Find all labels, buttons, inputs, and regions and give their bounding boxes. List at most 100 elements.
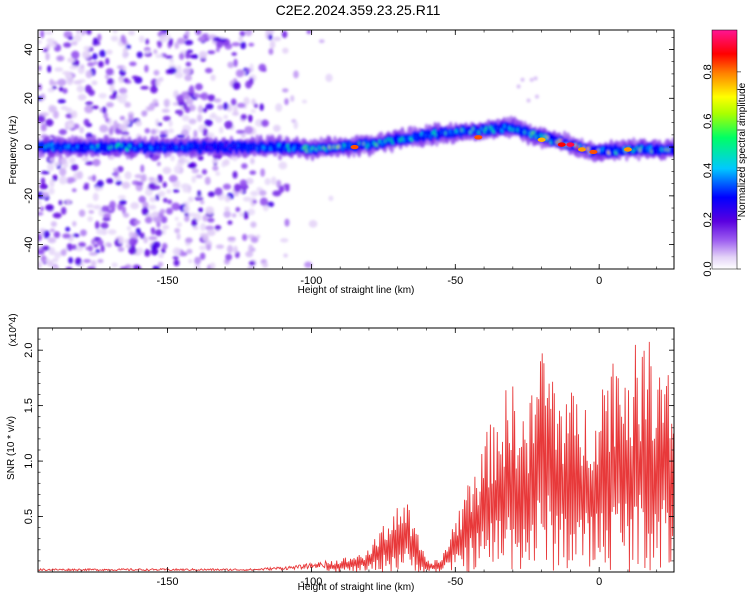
speckle-mark: [113, 167, 119, 172]
speckle-mark: [188, 118, 197, 125]
ridge-hotspot-mark: [589, 149, 598, 155]
speckle-mark: [97, 60, 104, 68]
speckle-mark: [92, 192, 99, 202]
spectrogram-y-tick-label: 40: [23, 43, 35, 55]
speckle-mark: [308, 220, 318, 228]
speckle-mark: [148, 236, 158, 241]
speckle-mark: [65, 266, 73, 269]
spectrogram-y-ticks: -40 -20 0 20 40: [23, 37, 674, 270]
speckle-mark: [215, 244, 225, 249]
ridge-mid-mark: [671, 145, 674, 157]
speckle-mark: [120, 34, 126, 44]
spectrogram-x-tick-label: -100: [300, 275, 322, 287]
speckle-mark: [178, 156, 186, 165]
speckle-mark: [125, 44, 131, 50]
speckle-mark: [226, 244, 234, 254]
speckle-mark: [278, 185, 285, 193]
speckle-mark: [185, 237, 193, 244]
speckle-mark: [161, 229, 167, 235]
speckle-mark: [60, 105, 68, 110]
speckle-mark: [45, 204, 54, 211]
speckle-mark: [40, 255, 47, 263]
speckle-mark: [129, 61, 137, 67]
spectrogram-y-tick-label: 0: [23, 144, 35, 150]
speckle-mark: [161, 108, 170, 113]
speckle-mark: [270, 176, 277, 185]
speckle-mark: [168, 128, 174, 134]
speckle-mark: [205, 206, 215, 215]
speckle-mark: [59, 175, 68, 185]
speckle-mark: [252, 199, 257, 204]
speckle-mark: [46, 38, 55, 43]
speckle-mark: [199, 200, 205, 205]
speckle-mark: [207, 217, 215, 223]
speckle-mark: [243, 96, 250, 106]
speckle-mark: [154, 102, 159, 107]
snr-x-label: Height of straight line (km): [298, 582, 415, 593]
speckle-mark: [258, 63, 267, 72]
speckle-mark: [273, 124, 281, 132]
colorbar: 0.0 0.2 0.4 0.6 0.8 Normalized spectral ampl…: [702, 29, 748, 277]
speckle-mark: [144, 188, 153, 197]
speckle-mark: [283, 253, 288, 258]
speckle-mark: [60, 249, 67, 256]
speckle-mark: [90, 260, 97, 267]
speckle-mark: [92, 174, 97, 182]
speckle-mark: [83, 45, 91, 51]
speckle-mark: [65, 199, 71, 205]
speckle-mark: [282, 88, 289, 93]
speckle-mark: [155, 54, 164, 59]
speckle-mark: [97, 33, 102, 42]
speckle-mark: [227, 61, 234, 69]
speckle-mark: [184, 106, 191, 114]
speckle-mark: [223, 114, 228, 120]
speckle-mark: [533, 76, 538, 81]
speckle-mark: [253, 103, 258, 109]
speckle-mark: [86, 30, 92, 35]
speckle-mark: [183, 159, 190, 164]
speckle-mark: [181, 114, 190, 122]
speckle-mark: [128, 246, 137, 255]
snr-series-line: [38, 341, 674, 572]
speckle-mark: [176, 134, 186, 139]
colorbar-tick-label: 0.6: [702, 114, 714, 129]
speckle-mark: [96, 239, 104, 246]
spectrogram-frame: [37, 29, 675, 270]
speckle-mark: [105, 68, 114, 76]
speckle-mark: [232, 171, 238, 179]
speckle-mark: [52, 265, 58, 269]
speckle-mark: [159, 130, 166, 135]
speckle-mark: [284, 98, 289, 106]
speckle-mark: [162, 166, 172, 175]
speckle-mark: [107, 229, 117, 235]
speckle-mark: [231, 52, 237, 56]
speckle-mark: [38, 200, 42, 206]
speckle-mark: [278, 161, 288, 170]
speckle-mark: [107, 242, 112, 248]
snr-y-tick-label: 1.5: [23, 398, 35, 413]
speckle-mark: [176, 222, 183, 228]
speckle-mark: [58, 200, 63, 206]
speckle-mark: [102, 213, 112, 219]
speckle-mark: [63, 42, 72, 48]
ridge-hotspot-mark: [537, 137, 546, 142]
speckle-mark: [113, 170, 119, 178]
speckle-mark: [176, 37, 186, 45]
speckle-mark: [213, 98, 222, 103]
speckle-mark: [325, 73, 333, 83]
speckle-mark: [143, 236, 148, 244]
speckle-mark: [77, 94, 87, 101]
speckle-mark: [162, 115, 171, 122]
speckle-mark: [250, 109, 256, 114]
speckle-mark: [211, 158, 219, 164]
speckle-mark: [248, 260, 256, 266]
speckle-mark: [191, 168, 199, 174]
snr-y-label: SNR (10 * v/v): [6, 416, 17, 480]
speckle-mark: [135, 181, 144, 186]
speckle-mark: [218, 126, 224, 134]
speckle-mark: [85, 101, 94, 106]
speckle-mark: [117, 123, 127, 131]
speckle-mark: [233, 105, 238, 114]
speckle-mark: [144, 127, 150, 134]
speckle-mark: [49, 157, 55, 163]
